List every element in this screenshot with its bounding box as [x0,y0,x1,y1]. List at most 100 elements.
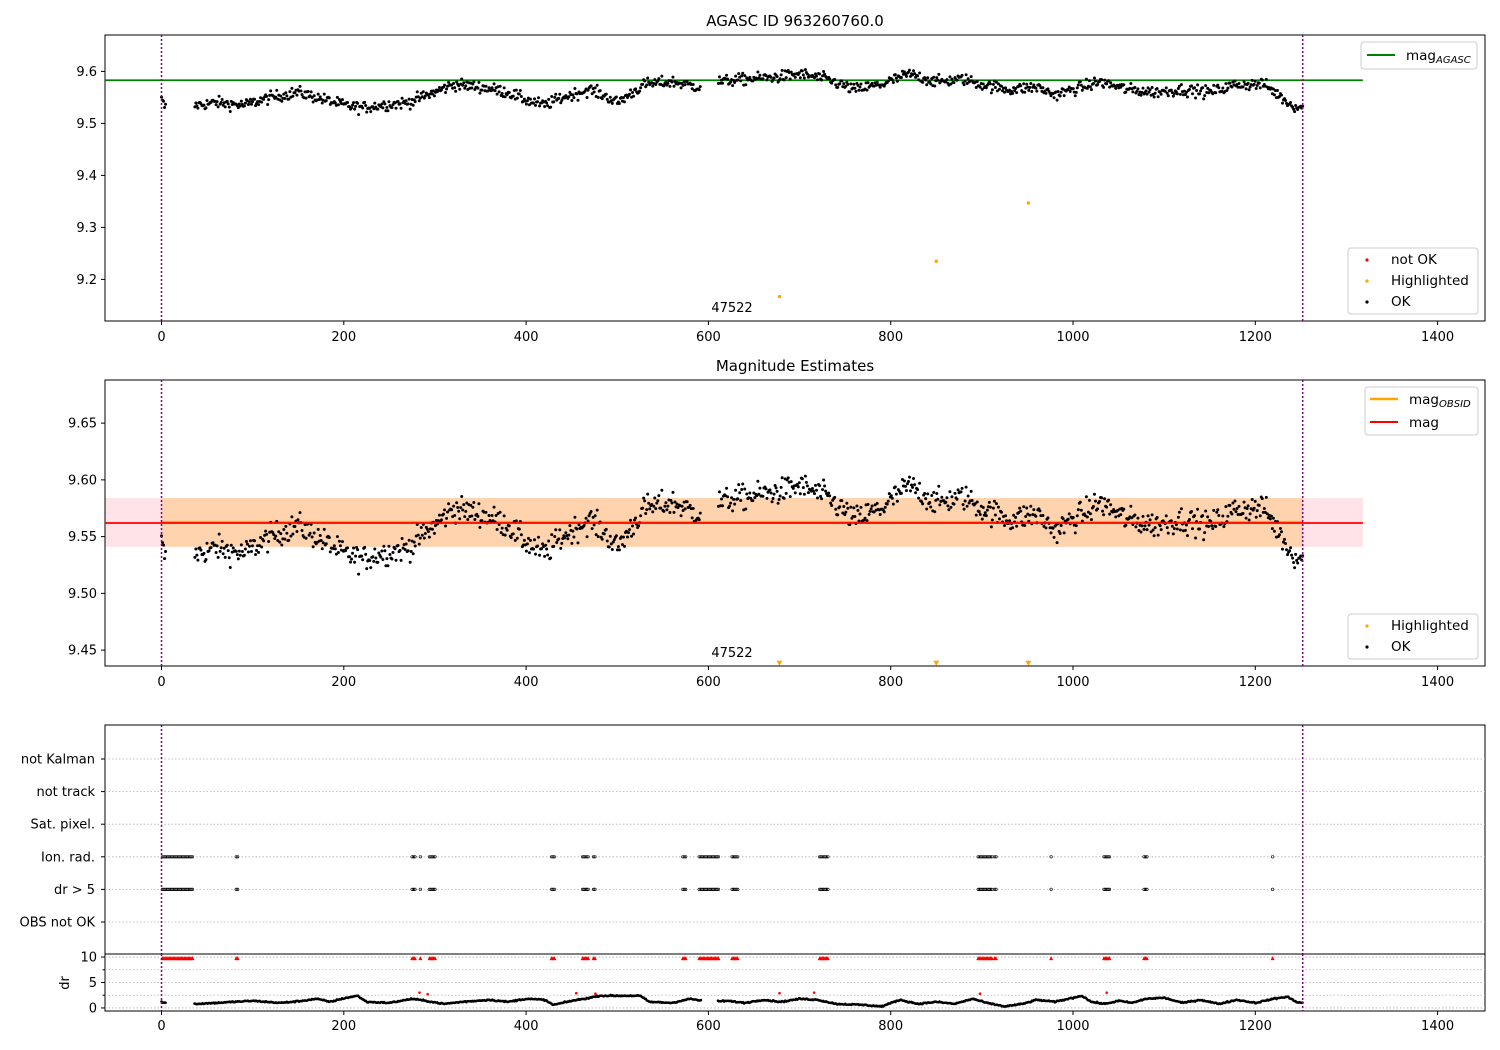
ok-point [1246,81,1250,85]
ok-point [1272,93,1276,97]
ok-point [1058,94,1062,98]
flag-point [1049,887,1053,892]
ok-point [1283,537,1287,541]
ok-point [419,526,423,530]
ok-point [196,558,200,562]
ok-point [776,501,780,505]
ok-point [1059,90,1063,94]
ok-point [245,542,249,546]
x-tick-label: 1200 [1239,1019,1272,1034]
ok-point [732,497,736,501]
ok-point [801,73,805,77]
ok-point [652,504,656,508]
ok-point [444,91,448,95]
ok-point [336,103,340,107]
ok-point [476,514,480,518]
ok-point [1245,506,1249,510]
ok-point [1255,84,1259,88]
ok-point [1145,92,1149,96]
ok-point [444,524,448,528]
ok-point [426,530,430,534]
ok-point [1214,91,1218,95]
ok-point [1290,553,1294,557]
ok-point [571,529,575,533]
ok-point [1148,88,1152,92]
ok-point [1253,79,1257,83]
ok-point [356,548,360,552]
ok-point [1271,516,1275,520]
highlighted-marker [933,660,940,666]
ok-point [476,86,480,90]
ok-point [610,548,614,552]
ok-point [1071,515,1075,519]
ok-point [1289,101,1293,105]
dr-capped-marker [1049,956,1054,961]
ok-point [905,482,909,486]
ok-point [416,533,420,537]
ok-point [780,476,784,480]
ok-point [843,513,847,517]
legend-not-ok-label: not OK [1391,252,1438,268]
ok-point [899,76,903,80]
ok-point [993,85,997,89]
ok-point [300,528,304,532]
ok-point [1230,85,1234,89]
ok-point [662,84,666,88]
ok-point [875,501,879,505]
ok-point [849,505,853,509]
ok-point [1041,514,1045,518]
ok-point [970,499,974,503]
ok-point [1279,93,1283,97]
ok-point [974,86,978,90]
ok-point [285,531,289,535]
ok-point [255,548,259,552]
flag-point [824,855,829,859]
ok-point [537,96,541,100]
ok-point [815,488,819,492]
ok-point [609,542,613,546]
ok-point [1109,81,1113,85]
ok-point [1074,90,1078,94]
ok-point [625,535,629,539]
ok-point [163,557,167,561]
ok-point [1212,508,1216,512]
ok-point [557,537,561,541]
ok-point [995,89,999,93]
ok-point [935,492,939,496]
ok-point [1294,552,1298,556]
ok-point [430,527,434,531]
ok-point [697,88,701,92]
ok-point [647,501,651,505]
ok-point [335,535,339,539]
ok-point [891,81,895,85]
ok-point [452,504,456,508]
ok-point [804,480,808,484]
ok-point [611,540,615,544]
ok-point [193,555,197,559]
ok-point [163,105,167,109]
ok-point [1068,90,1072,94]
ok-point [517,92,521,96]
ok-point [291,532,295,536]
ok-point [908,68,912,72]
ok-point [1102,513,1106,517]
ok-point [312,94,316,98]
ok-point [1014,515,1018,519]
ok-point [858,85,862,89]
ok-point [786,476,790,480]
ok-point [757,492,761,496]
ok-point [988,505,992,509]
ok-point [789,70,793,74]
ok-point [1280,101,1284,105]
ok-point [798,492,802,496]
highlighted-marker [1025,660,1032,666]
ok-point [1101,509,1105,513]
ok-point [1008,519,1012,523]
ok-point [908,475,912,479]
ok-point [621,96,625,100]
ok-point [253,539,257,543]
flag-point [1107,855,1112,859]
ok-point [691,83,695,87]
ok-point [1004,86,1008,90]
ok-point [1133,513,1137,517]
